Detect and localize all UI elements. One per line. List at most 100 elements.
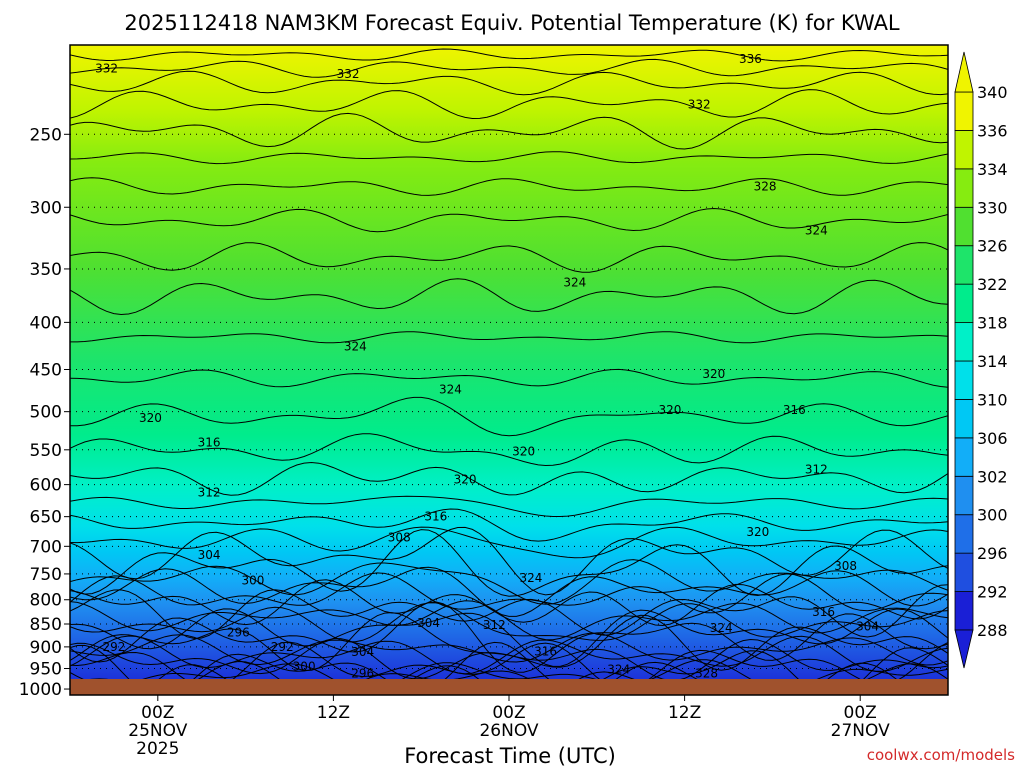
y-tick-label: 500 (30, 403, 62, 423)
contour-label: 328 (695, 667, 718, 681)
contour-line (70, 433, 948, 467)
contour-line (70, 70, 948, 96)
colorbar-label: 292 (977, 583, 1008, 602)
credit-label: coolwx.com/models (867, 746, 1015, 764)
colorbar-swatch (954, 552, 974, 592)
contour-line (70, 662, 921, 695)
contour-label: 308 (834, 559, 857, 573)
colorbar-swatch (954, 591, 974, 631)
contour-label: 312 (483, 618, 506, 632)
colorbar-swatch (954, 322, 974, 362)
contour-line (70, 508, 948, 542)
contour-label: 324 (710, 621, 733, 635)
colorbar-label: 300 (977, 506, 1008, 525)
y-tick-label: 800 (30, 591, 62, 611)
contour-label: 324 (563, 275, 586, 289)
colorbar-label: 336 (977, 121, 1008, 140)
y-tick-label: 350 (30, 260, 62, 280)
contour-line (70, 89, 948, 120)
contour-label: 324 (607, 662, 630, 676)
contour-label: 292 (271, 640, 294, 654)
x-tick-label: 2025 (136, 739, 179, 759)
x-tick-label: 00Z (492, 703, 525, 723)
contour-line (70, 48, 948, 62)
contour-line (70, 608, 948, 667)
colorbar-label: 318 (977, 314, 1008, 333)
contour-label: 316 (534, 644, 557, 658)
contour-line (70, 495, 948, 517)
contour-label: 304 (351, 645, 374, 659)
contour-label: 320 (512, 444, 535, 458)
colorbar-label: 314 (977, 352, 1008, 371)
ground-strip (70, 679, 948, 695)
y-tick-label: 450 (30, 361, 62, 381)
x-axis-label: Forecast Time (UTC) (404, 744, 616, 768)
contour-line (70, 579, 948, 627)
y-tick-label: 250 (30, 125, 62, 145)
colorbar-swatch (954, 91, 974, 131)
colorbar-swatch (954, 514, 974, 554)
colorbar-label: 310 (977, 390, 1008, 409)
colorbar-swatch (954, 437, 974, 477)
contour-label: 324 (439, 382, 462, 396)
contour-label: 304 (417, 616, 440, 630)
x-tick-label: 25NOV (128, 721, 187, 741)
contour-line (70, 601, 948, 673)
contour-line (70, 635, 948, 675)
contour-label: 324 (519, 571, 542, 585)
contour-label: 324 (344, 340, 367, 354)
contour-line (70, 632, 948, 666)
y-tick-label: 400 (30, 313, 62, 333)
contour-label: 308 (388, 531, 411, 545)
y-tick-label: 850 (30, 615, 62, 635)
y-tick-label: 1000 (19, 680, 62, 700)
y-tick-label: 550 (30, 441, 62, 461)
contour-label: 320 (702, 367, 725, 381)
contour-label: 328 (754, 180, 777, 194)
contour-label: 320 (659, 403, 682, 417)
y-tick-label: 700 (30, 537, 62, 557)
contour-label: 316 (424, 510, 447, 524)
contour-label: 320 (139, 411, 162, 425)
contour-label: 300 (241, 573, 264, 587)
colorbar-swatch (954, 130, 974, 170)
x-tick-label: 27NOV (831, 721, 890, 741)
colorbar-lower-arrow (954, 629, 974, 669)
contour-line (70, 207, 948, 233)
contour-line (70, 529, 948, 597)
contour-label: 300 (293, 659, 316, 673)
contour-label: 324 (805, 224, 828, 238)
contour-line (70, 600, 948, 641)
contour-label: 296 (227, 625, 250, 639)
colorbar-swatch (954, 168, 974, 208)
contour-line (70, 368, 948, 388)
colorbar-swatch (954, 283, 974, 323)
y-tick-label: 650 (30, 508, 62, 528)
contour-label: 316 (812, 605, 835, 619)
y-tick-label: 600 (30, 476, 62, 496)
colorbar-label: 326 (977, 237, 1008, 256)
y-tick-label: 950 (30, 660, 62, 680)
contour-label: 312 (198, 486, 221, 500)
contour-labels: 332 332 336 332 328 324 324 324 320 324 320 316 320 3… (95, 52, 879, 681)
x-tick-label: 12Z (668, 703, 701, 723)
contour-line (70, 177, 948, 196)
contour-line (70, 242, 948, 273)
contour-line (70, 566, 948, 617)
contour-label: 332 (688, 97, 711, 111)
contour-label: 292 (102, 640, 125, 654)
contour-label: 336 (739, 52, 762, 66)
colorbar-swatch (954, 475, 974, 516)
contour-label: 304 (198, 548, 221, 562)
colorbar-label: 302 (977, 467, 1008, 486)
x-tick-label: 00Z (141, 703, 174, 723)
y-tick-label: 900 (30, 638, 62, 658)
contour-line (70, 151, 948, 165)
contour-line (70, 396, 948, 437)
contour-label: 332 (337, 67, 360, 81)
contour-label: 320 (454, 472, 477, 486)
y-tick-label: 750 (30, 565, 62, 585)
colorbar-label: 306 (977, 429, 1008, 448)
